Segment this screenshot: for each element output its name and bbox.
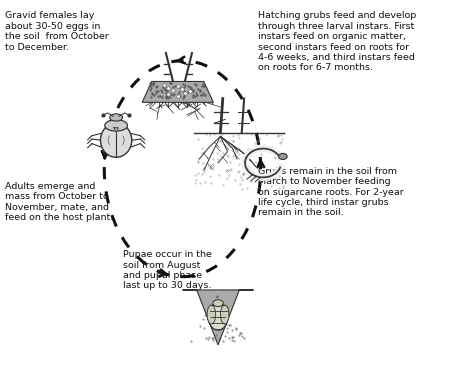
Ellipse shape [208, 303, 228, 330]
Text: Grubs remain in the soil from
March to November feeding
on sugarcane roots. For : Grubs remain in the soil from March to N… [258, 167, 404, 218]
Text: Adults emerge and
mass from October to
November, mate, and
feed on the host plan: Adults emerge and mass from October to N… [5, 182, 113, 222]
Text: Hatching grubs feed and develop
through three larval instars. First
instars feed: Hatching grubs feed and develop through … [258, 11, 417, 72]
Ellipse shape [207, 305, 216, 324]
Ellipse shape [105, 120, 128, 131]
Text: Pupae occur in the
soil from August
and pupal phase
last up to 30 days.: Pupae occur in the soil from August and … [123, 250, 212, 290]
Polygon shape [182, 290, 254, 345]
Polygon shape [142, 81, 213, 102]
Ellipse shape [100, 123, 132, 157]
Ellipse shape [213, 300, 223, 307]
Ellipse shape [220, 305, 229, 324]
Text: Gravid females lay
about 30-50 eggs in
the soil  from October
to December.: Gravid females lay about 30-50 eggs in t… [5, 11, 109, 52]
Polygon shape [114, 128, 118, 132]
Ellipse shape [109, 114, 122, 121]
Ellipse shape [279, 153, 287, 160]
